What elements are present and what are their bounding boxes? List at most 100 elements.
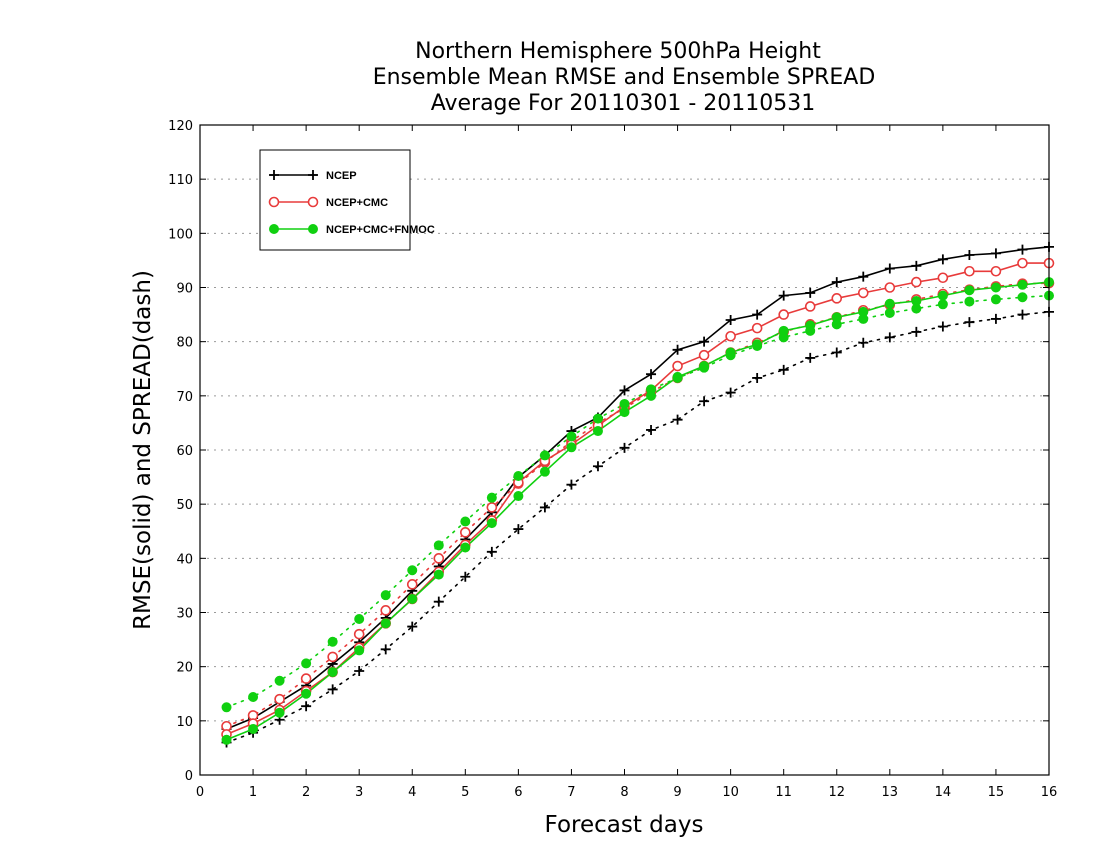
series-ncep-spread-point bbox=[407, 621, 418, 632]
series-ncep-cmc-fnmoc-rmse-point bbox=[911, 296, 922, 307]
series-ncep-cmc-fnmoc-rmse-point bbox=[752, 339, 763, 350]
legend-ncep-marker-left bbox=[269, 170, 279, 180]
series-ncep-rmse-point bbox=[699, 336, 710, 347]
series-ncep-cmc-fnmoc-spread-point bbox=[539, 450, 550, 461]
series-ncep-cmc-fnmoc-rmse-point bbox=[672, 371, 683, 382]
series-ncep-cmc-fnmoc-spread-point bbox=[1017, 292, 1028, 303]
series-ncep-spread-point bbox=[752, 372, 763, 383]
y-tick-label-110: 110 bbox=[168, 173, 193, 188]
legend-box bbox=[259, 149, 411, 251]
series-ncep-spread-point bbox=[460, 571, 471, 582]
series-ncep-cmc-fnmoc-spread-point bbox=[221, 702, 232, 713]
chart-title-line-1: Northern Hemisphere 500hPa Height bbox=[415, 39, 821, 64]
series-ncep-cmc-fnmoc-rmse-point bbox=[725, 347, 736, 358]
series-ncep-cmc-fnmoc-rmse-point bbox=[301, 688, 312, 699]
chart-title-line-3: Average For 20110301 - 20110531 bbox=[431, 91, 816, 116]
series-ncep-cmc-fnmoc-rmse-point bbox=[858, 306, 869, 317]
x-tick-label-9: 9 bbox=[673, 785, 681, 800]
series-ncep-cmc-spread-line bbox=[225, 282, 1050, 728]
series-ncep-spread-point bbox=[858, 337, 869, 348]
series-ncep-spread-point bbox=[486, 546, 497, 557]
series-ncep-cmc-fnmoc-rmse-point bbox=[513, 491, 524, 502]
y-tick-label-40: 40 bbox=[176, 552, 193, 567]
series-ncep-cmc-fnmoc-rmse-point bbox=[699, 361, 710, 372]
series-ncep-cmc-fnmoc-spread-point bbox=[964, 296, 975, 307]
series-ncep-cmc-fnmoc-spread-line bbox=[225, 294, 1050, 709]
series-ncep-spread-point bbox=[831, 347, 842, 358]
x-tick-label-0: 0 bbox=[196, 785, 204, 800]
series-ncep-cmc-rmse-point bbox=[804, 301, 816, 312]
series-ncep-rmse-point bbox=[884, 263, 895, 274]
series-ncep-spread-point bbox=[380, 644, 391, 655]
series-ncep-cmc-fnmoc-spread-point bbox=[937, 299, 948, 310]
x-tick-label-10: 10 bbox=[722, 785, 739, 800]
series-ncep-cmc-fnmoc-spread-point bbox=[566, 431, 577, 442]
series-ncep-cmc-spread-point bbox=[274, 693, 285, 705]
series-ncep-spread-point bbox=[566, 479, 577, 490]
x-tick-label-7: 7 bbox=[567, 785, 575, 800]
legend-ncep-label: NCEP bbox=[326, 170, 357, 182]
series-ncep-spread-point bbox=[937, 321, 948, 332]
series-ncep-cmc-fnmoc-spread-point bbox=[513, 471, 524, 481]
series-ncep-spread-point bbox=[619, 442, 630, 453]
legend-ncep-cmc-label: NCEP+CMC bbox=[326, 197, 388, 209]
series-ncep-spread-point bbox=[592, 461, 603, 472]
series-ncep-rmse-point bbox=[964, 250, 975, 260]
series-ncep-cmc-fnmoc-spread-point bbox=[380, 590, 391, 601]
series-ncep-cmc-fnmoc-rmse-line bbox=[226, 281, 1050, 741]
series-ncep-cmc-rmse-point bbox=[698, 349, 710, 361]
series-ncep-cmc-rmse-point bbox=[937, 272, 949, 284]
series-ncep-cmc-fnmoc-rmse-point bbox=[619, 407, 630, 418]
series-ncep-cmc-rmse-point bbox=[725, 330, 736, 342]
series-ncep-rmse-point bbox=[911, 260, 922, 271]
series-ncep-cmc-fnmoc-rmse-point bbox=[380, 618, 391, 629]
series-ncep-cmc-spread-point bbox=[353, 628, 365, 640]
series-ncep-rmse-point bbox=[990, 248, 1001, 259]
series-ncep-cmc-rmse-point bbox=[990, 265, 1002, 277]
series-ncep-cmc-fnmoc-rmse-point bbox=[592, 426, 603, 437]
y-tick-label-0: 0 bbox=[185, 769, 193, 784]
y-tick-label-30: 30 bbox=[176, 607, 193, 622]
series-ncep-rmse-point bbox=[1017, 244, 1028, 255]
series-ncep-cmc-fnmoc-spread-point bbox=[592, 413, 603, 424]
series-ncep-cmc-fnmoc-rmse-point bbox=[221, 734, 232, 745]
series-ncep-cmc-rmse-point bbox=[778, 309, 789, 320]
series-ncep-cmc-fnmoc-rmse-point bbox=[990, 282, 1001, 293]
series-ncep-cmc-fnmoc-rmse-point bbox=[460, 542, 471, 553]
series-ncep-spread-point bbox=[990, 313, 1001, 324]
series-ncep-cmc-fnmoc-spread-point bbox=[248, 692, 259, 702]
series-ncep-spread-point bbox=[884, 332, 895, 343]
legend-ncep-cmc-fnmoc-marker-right bbox=[308, 224, 318, 234]
series-ncep-cmc-fnmoc-rmse-point bbox=[805, 320, 816, 331]
series-ncep-cmc-fnmoc-spread-point bbox=[407, 565, 418, 576]
x-tick-label-3: 3 bbox=[355, 785, 363, 800]
series-ncep-spread-point bbox=[327, 684, 338, 695]
series-ncep-cmc-fnmoc-rmse-point bbox=[433, 569, 444, 580]
series-ncep-spread-point bbox=[513, 524, 524, 535]
chart-title-line-2: Ensemble Mean RMSE and Ensemble SPREAD bbox=[373, 65, 876, 90]
series-ncep-spread-point bbox=[778, 364, 789, 375]
series-ncep-cmc-fnmoc-spread-point bbox=[433, 540, 444, 551]
y-tick-label-120: 120 bbox=[168, 119, 193, 134]
y-tick-label-50: 50 bbox=[176, 498, 193, 513]
x-tick-label-8: 8 bbox=[620, 785, 628, 800]
x-tick-label-4: 4 bbox=[408, 785, 416, 800]
series-ncep-spread-point bbox=[725, 387, 736, 398]
series-ncep-cmc-fnmoc-rmse-point bbox=[407, 593, 418, 604]
series-ncep-spread-point bbox=[964, 317, 975, 328]
series-ncep-spread-line bbox=[225, 311, 1050, 744]
series-ncep-rmse-point bbox=[752, 309, 763, 320]
x-tick-label-5: 5 bbox=[461, 785, 469, 800]
series-ncep-rmse-point bbox=[858, 271, 869, 282]
series-ncep-cmc-spread-point bbox=[380, 605, 392, 616]
series-ncep-rmse-point bbox=[831, 277, 842, 288]
x-tick-label-14: 14 bbox=[935, 785, 952, 800]
series-ncep-cmc-fnmoc-rmse-point bbox=[964, 285, 975, 296]
series-ncep-cmc-rmse-point bbox=[964, 265, 975, 277]
x-tick-label-12: 12 bbox=[828, 785, 845, 800]
series-ncep-cmc-fnmoc-rmse-point bbox=[486, 518, 497, 529]
series-ncep-spread-point bbox=[539, 502, 550, 513]
series-ncep-cmc-rmse-line bbox=[226, 262, 1049, 736]
series-ncep-rmse-point bbox=[778, 290, 789, 301]
